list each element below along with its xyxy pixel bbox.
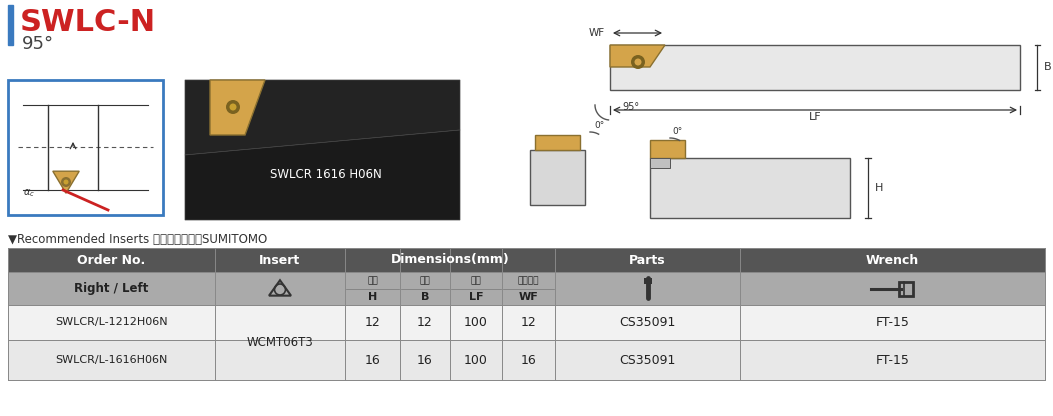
Circle shape <box>631 55 645 69</box>
Bar <box>8 340 1045 380</box>
Text: 95°: 95° <box>22 35 54 53</box>
Bar <box>650 158 670 168</box>
Circle shape <box>635 59 641 65</box>
Text: LF: LF <box>809 112 821 122</box>
Text: H: H <box>875 183 883 193</box>
Polygon shape <box>210 80 265 135</box>
Text: 16: 16 <box>520 354 536 366</box>
Polygon shape <box>610 45 665 67</box>
Text: Insert: Insert <box>259 253 300 267</box>
Text: 工作寬度: 工作寬度 <box>518 277 539 286</box>
Text: Right / Left: Right / Left <box>75 282 148 295</box>
Text: FT-15: FT-15 <box>875 354 910 366</box>
Text: 100: 100 <box>464 316 488 329</box>
Circle shape <box>230 104 237 111</box>
Bar <box>898 282 913 295</box>
Text: FT-15: FT-15 <box>875 316 910 329</box>
Text: 100: 100 <box>464 354 488 366</box>
Text: 16: 16 <box>417 354 433 366</box>
Text: LF: LF <box>469 292 483 302</box>
Text: Parts: Parts <box>630 253 665 267</box>
Text: SWLCR/L-1212H06N: SWLCR/L-1212H06N <box>55 317 167 327</box>
Polygon shape <box>185 130 460 220</box>
Text: Dimensions(mm): Dimensions(mm) <box>391 253 510 267</box>
Polygon shape <box>185 80 460 155</box>
Text: 柱寬: 柱寬 <box>420 277 431 286</box>
Text: SWLC-N: SWLC-N <box>20 8 156 37</box>
Text: WF: WF <box>519 292 538 302</box>
Bar <box>643 277 652 283</box>
Text: SWLCR 1616 H06N: SWLCR 1616 H06N <box>270 168 382 181</box>
Bar <box>610 45 1020 90</box>
Bar <box>530 150 585 205</box>
Polygon shape <box>535 135 580 150</box>
Text: H: H <box>367 292 377 302</box>
Text: 柱高: 柱高 <box>367 277 378 286</box>
Text: WCMT06T3: WCMT06T3 <box>246 336 314 349</box>
Text: 12: 12 <box>417 316 433 329</box>
Text: 長度: 長度 <box>471 277 481 286</box>
Circle shape <box>226 100 240 114</box>
Bar <box>650 158 850 218</box>
Text: Wrench: Wrench <box>866 253 919 267</box>
Bar <box>8 5 13 45</box>
Polygon shape <box>650 140 686 158</box>
Text: B: B <box>421 292 430 302</box>
Circle shape <box>61 177 71 187</box>
Bar <box>8 248 1045 272</box>
Text: 12: 12 <box>364 316 380 329</box>
Text: 95°: 95° <box>622 102 639 112</box>
Text: 0°: 0° <box>672 127 682 136</box>
Text: SWLCR/L-1616H06N: SWLCR/L-1616H06N <box>56 355 167 365</box>
Text: WF: WF <box>589 28 605 38</box>
Bar <box>8 305 1045 340</box>
Text: ▼Recommended Inserts 刀片建議品牌：SUMITOMO: ▼Recommended Inserts 刀片建議品牌：SUMITOMO <box>8 233 267 246</box>
Text: 12: 12 <box>520 316 536 329</box>
Circle shape <box>63 179 68 185</box>
Text: 16: 16 <box>364 354 380 366</box>
Bar <box>8 272 1045 305</box>
Text: CS35091: CS35091 <box>619 316 676 329</box>
Bar <box>8 80 163 215</box>
Text: 0°: 0° <box>594 121 604 130</box>
Text: $\alpha_c$: $\alpha_c$ <box>23 187 35 199</box>
Text: B: B <box>1044 62 1052 72</box>
Text: CS35091: CS35091 <box>619 354 676 366</box>
Text: Order No.: Order No. <box>77 253 145 267</box>
Polygon shape <box>53 171 79 193</box>
